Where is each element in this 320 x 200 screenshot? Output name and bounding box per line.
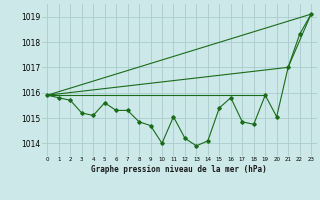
X-axis label: Graphe pression niveau de la mer (hPa): Graphe pression niveau de la mer (hPa) [91, 165, 267, 174]
